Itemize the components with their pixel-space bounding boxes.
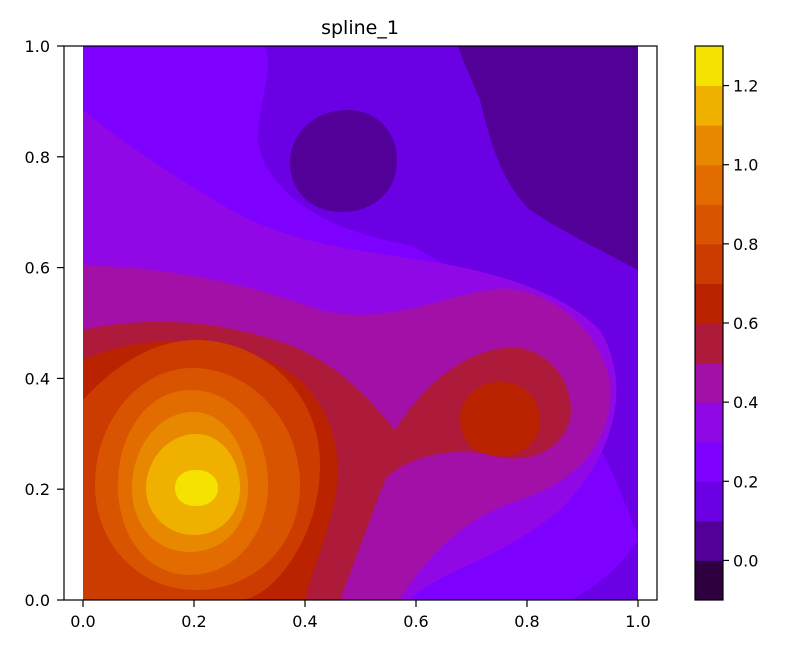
chart-title: spline_1: [321, 17, 399, 39]
colorbar-segment: [695, 520, 723, 561]
colorbar-segment: [695, 204, 723, 245]
colorbar-segment: [695, 560, 723, 601]
contour-band-3: [290, 110, 397, 212]
colorbar-tick-label: 1.0: [733, 156, 758, 175]
colorbar-segment: [695, 323, 723, 364]
contour-band-2: [458, 46, 638, 270]
colorbar-tick-label: 0.2: [733, 472, 758, 491]
y-tick-label: 0.8: [25, 148, 50, 167]
y-tick-label: 0.6: [25, 259, 50, 278]
x-axis: 0.0 0.2 0.4 0.6 0.8 1.0: [70, 600, 651, 631]
colorbar-segment: [695, 441, 723, 482]
x-tick-label: 0.2: [181, 612, 206, 631]
colorbar-tick-label: 1.2: [733, 77, 758, 96]
x-tick-label: 0.4: [292, 612, 317, 631]
colorbar-segment: [695, 481, 723, 522]
colorbar-segment: [695, 362, 723, 403]
colorbar-segment: [695, 125, 723, 166]
colorbar-segment: [695, 283, 723, 324]
x-tick-label: 0.0: [70, 612, 95, 631]
x-tick-label: 0.6: [403, 612, 428, 631]
x-tick-label: 1.0: [625, 612, 650, 631]
colorbar-segment: [695, 85, 723, 126]
y-tick-label: 1.0: [25, 37, 50, 56]
y-tick-label: 0.2: [25, 480, 50, 499]
colorbar-tick-label: 0.0: [733, 551, 758, 570]
colorbar-segment: [695, 402, 723, 443]
y-tick-label: 0.4: [25, 369, 50, 388]
colorbar-segment: [695, 243, 723, 284]
x-tick-label: 0.8: [514, 612, 539, 631]
colorbar-segment: [695, 46, 723, 87]
contour-plot-area: [63, 45, 658, 601]
colorbar-tick-label: 0.8: [733, 235, 758, 254]
y-axis: 0.0 0.2 0.4 0.6 0.8 1.0: [25, 37, 64, 610]
colorbar-segment: [695, 164, 723, 205]
plot-frame: [63, 45, 658, 601]
y-tick-label: 0.0: [25, 591, 50, 610]
colorbar: 0.0 0.2 0.4 0.6 0.8 1.0 1.2: [694, 45, 758, 601]
contour-band-14: [175, 470, 218, 506]
colorbar-tick-label: 0.6: [733, 314, 758, 333]
colorbar-tick-label: 0.4: [733, 393, 758, 412]
contour-band-7: [460, 382, 540, 456]
